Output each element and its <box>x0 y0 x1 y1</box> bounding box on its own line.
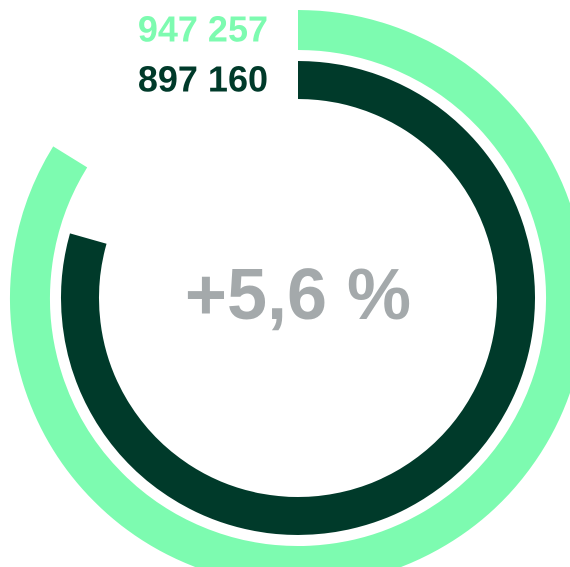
ring-bar <box>61 61 535 535</box>
value-label: 947 257 <box>138 9 268 50</box>
ring-bar <box>10 10 570 567</box>
center-label: +5,6 % <box>185 255 411 335</box>
value-label: 897 160 <box>138 59 268 100</box>
